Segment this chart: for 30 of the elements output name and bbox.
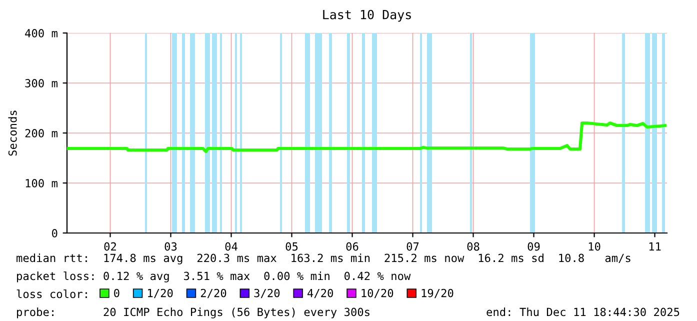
x-tick-label: 11	[649, 242, 661, 251]
y-tick-label: 300 m	[25, 79, 58, 88]
x-tick-label: 06	[346, 242, 358, 251]
text: loss color:	[16, 290, 87, 298]
y-tick-label: 0	[52, 229, 58, 238]
text: packet loss: 0.12 % avg 3.51 % max 0.00 % min 0.42 % now	[17, 272, 411, 282]
y-tick-label: 200 m	[25, 129, 58, 138]
legend-label: 3/20	[254, 288, 280, 298]
legend-label: 0	[114, 288, 120, 298]
x-tick-label: 02	[104, 242, 116, 251]
legend-label: 19/20	[422, 288, 454, 298]
legend-label: 4/20	[308, 288, 333, 298]
x-tick-label: 09	[528, 242, 540, 251]
x-tick-label: 08	[467, 242, 480, 251]
legend-label: 10/20	[362, 288, 394, 298]
chart-title: Last 10 Days	[323, 10, 411, 22]
x-tick-label: 10	[588, 242, 600, 251]
y-tick-label: 100 m	[26, 179, 58, 188]
x-tick-label: 04	[225, 242, 238, 251]
y-axis-title: Seconds	[8, 110, 17, 156]
line-series	[67, 121, 667, 154]
x-tick-label: 05	[286, 242, 298, 251]
x-tick-label: 03	[164, 242, 177, 251]
y-tick-label: 400 m	[25, 29, 58, 38]
legend-label: 1/20	[148, 288, 173, 298]
text: end: Thu Dec 11 18:44:30 2025	[486, 308, 680, 316]
x-tick-label: 07	[406, 242, 419, 251]
text: median rtt: 174.8 ms avg 220.3 ms max 163.2 ms min 215.2 ms now 16.2 ms sd 10.8 am/s	[16, 254, 630, 264]
text: probe: 20 ICMP Echo Pings (56 Bytes) every 300s	[17, 308, 370, 318]
legend-label: 2/20	[200, 288, 226, 298]
